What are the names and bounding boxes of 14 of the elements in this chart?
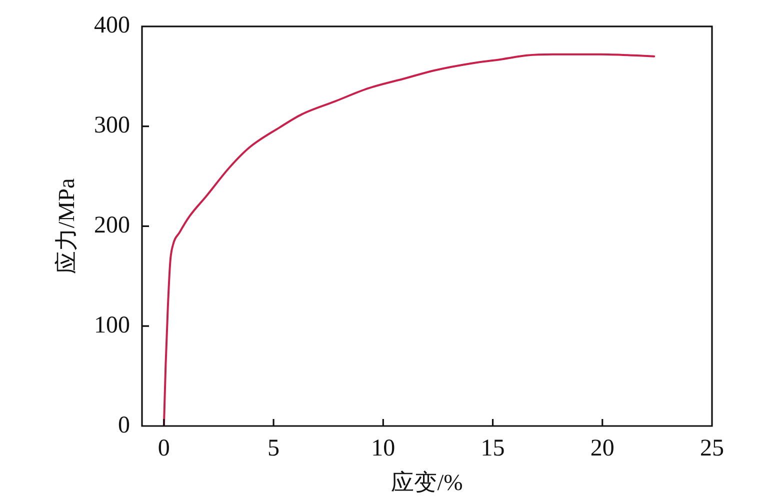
y-tick-label: 200 bbox=[94, 212, 130, 238]
x-tick-label: 20 bbox=[590, 436, 614, 462]
x-tick-label: 15 bbox=[480, 436, 505, 462]
y-tick-label: 0 bbox=[118, 412, 130, 438]
x-tick-label: 10 bbox=[371, 436, 396, 462]
x-tick-label: 5 bbox=[268, 436, 280, 462]
line-series bbox=[162, 53, 656, 426]
y-tick-label: 100 bbox=[94, 312, 130, 338]
y-tick-label: 300 bbox=[94, 112, 130, 139]
x-axis-title: 应变/% bbox=[391, 470, 463, 496]
y-tick-label: 400 bbox=[94, 12, 130, 39]
y-axis-title: 应力/MPa bbox=[54, 178, 79, 274]
x-tick-label: 25 bbox=[700, 436, 724, 462]
x-tick-label: 0 bbox=[158, 436, 170, 462]
